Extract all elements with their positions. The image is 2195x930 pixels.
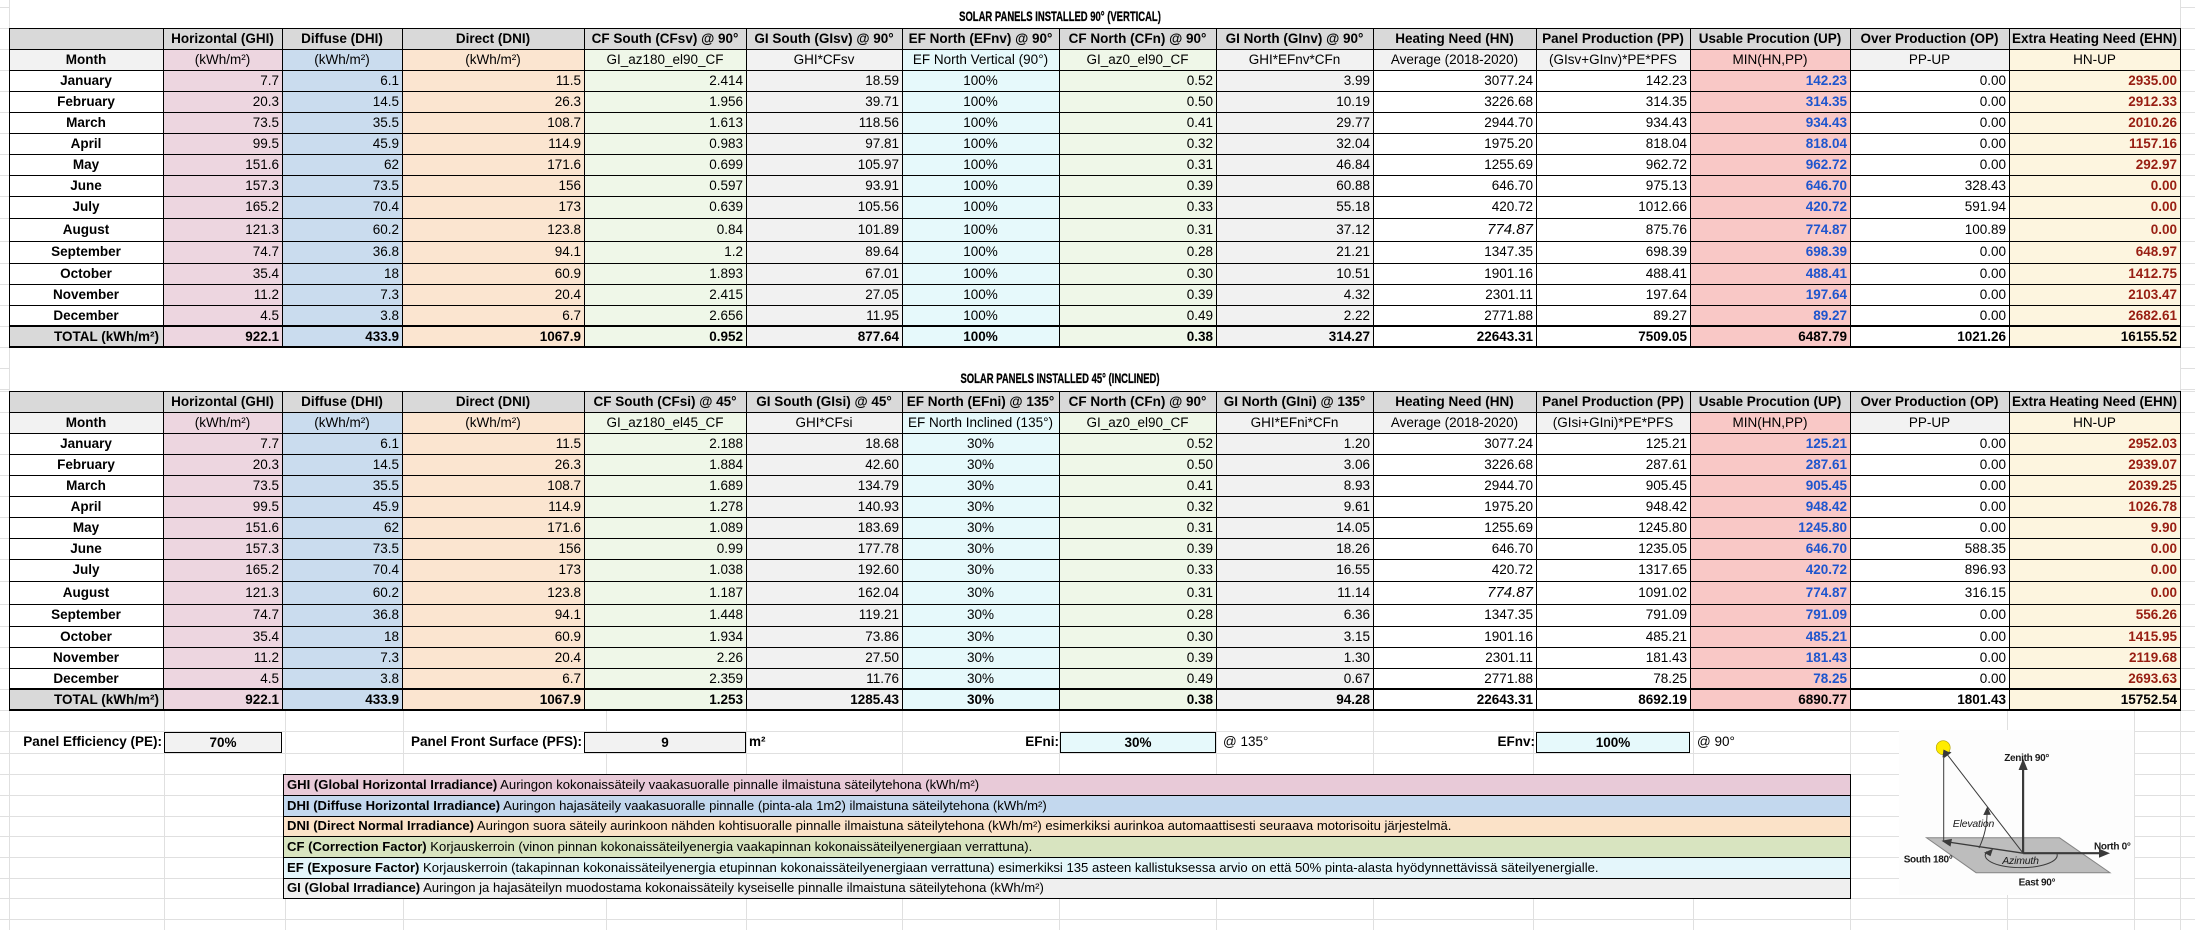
svg-text:Zenith 90°: Zenith 90°: [2004, 753, 2049, 764]
svg-text:South 180°: South 180°: [1904, 854, 1953, 865]
svg-text:North 0°: North 0°: [2094, 841, 2131, 852]
svg-text:Elevation: Elevation: [1953, 818, 1995, 830]
svg-text:East 90°: East 90°: [2019, 877, 2056, 888]
svg-text:Azimuth: Azimuth: [2001, 855, 2039, 867]
